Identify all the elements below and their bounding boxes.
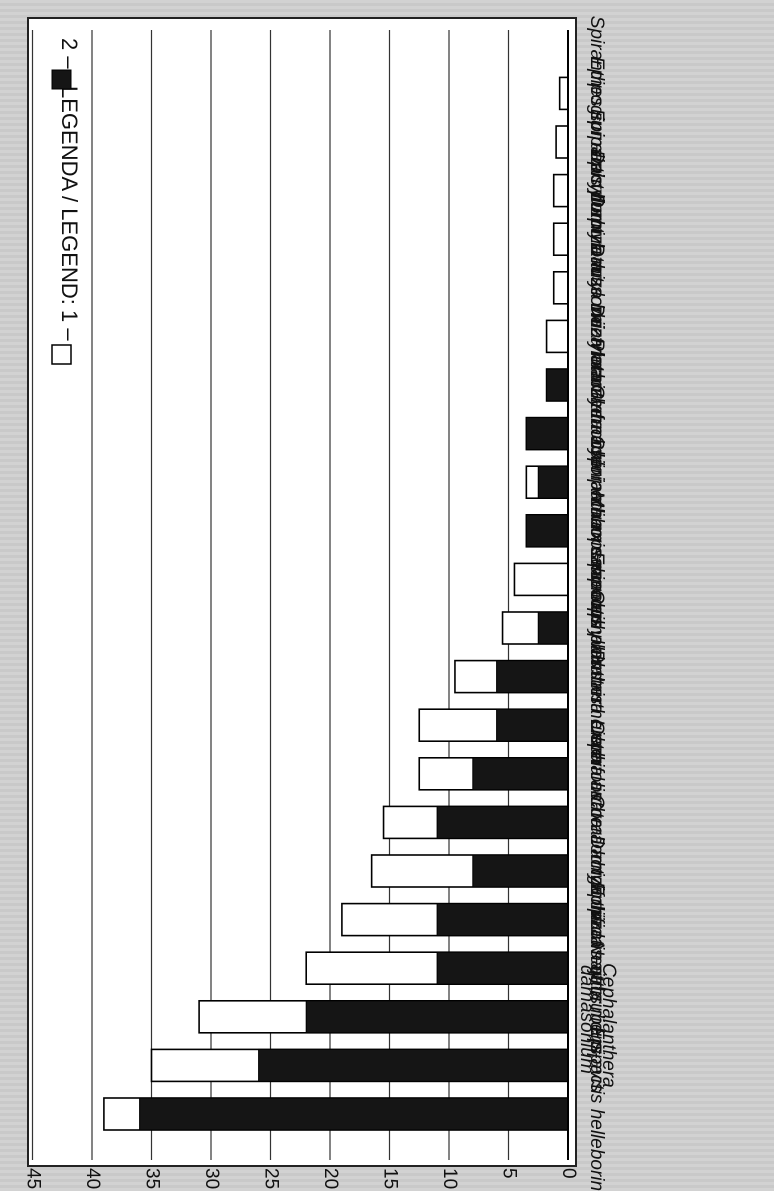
bar-series-2 bbox=[526, 418, 568, 450]
bar-series-2 bbox=[538, 466, 568, 498]
bar-series-2 bbox=[259, 1049, 568, 1081]
bar-series-1 bbox=[547, 320, 568, 352]
tick-label: 5 bbox=[498, 1168, 519, 1179]
tick-label: 45 bbox=[22, 1168, 43, 1189]
plot-background bbox=[28, 18, 576, 1166]
category-labels: Epipactis helleborineCephalantheradamaso… bbox=[576, 16, 619, 1191]
svg-text:Spiranthes spiralis: Spiranthes spiralis bbox=[586, 16, 607, 172]
bar-series-1 bbox=[554, 175, 568, 207]
bar-series-1 bbox=[560, 77, 568, 109]
bar-series-2 bbox=[140, 1098, 568, 1130]
bar-series-2 bbox=[437, 806, 568, 838]
legend-swatch-1 bbox=[52, 345, 71, 364]
legend-item-1-label: 1 – bbox=[57, 310, 82, 341]
tick-label: 35 bbox=[141, 1168, 162, 1189]
tick-label: 10 bbox=[439, 1168, 460, 1189]
bar-series-1 bbox=[554, 223, 568, 255]
bar-series-2 bbox=[473, 855, 568, 887]
tick-label: 25 bbox=[260, 1168, 281, 1189]
tick-label: 40 bbox=[82, 1168, 103, 1189]
tick-label: 0 bbox=[558, 1168, 579, 1179]
bar-series-2 bbox=[437, 952, 568, 984]
legend-title: LEGENDA / LEGEND: bbox=[57, 86, 82, 305]
category-label: Spiranthes spiralis bbox=[586, 16, 607, 172]
tick-label: 15 bbox=[379, 1168, 400, 1189]
bar-series-2 bbox=[306, 1001, 568, 1033]
bar-series-1 bbox=[554, 272, 568, 304]
bar-series-2 bbox=[497, 709, 568, 741]
bar-series-2 bbox=[497, 661, 568, 693]
bar-series-2 bbox=[437, 904, 568, 936]
tick-labels: 0 5 10 15 20 25 30 35 40 45 bbox=[22, 1168, 579, 1189]
bar-series-2 bbox=[547, 369, 568, 401]
legend-swatch-2 bbox=[52, 70, 71, 89]
bar-series-2 bbox=[538, 612, 568, 644]
bar-series-2 bbox=[473, 758, 568, 790]
legend-item-2-label: 2 – bbox=[57, 38, 82, 69]
tick-label: 20 bbox=[320, 1168, 341, 1189]
bar-series-1 bbox=[514, 563, 568, 595]
bar-series-1 bbox=[556, 126, 568, 158]
tick-label: 30 bbox=[201, 1168, 222, 1189]
bar-series-2 bbox=[526, 515, 568, 547]
